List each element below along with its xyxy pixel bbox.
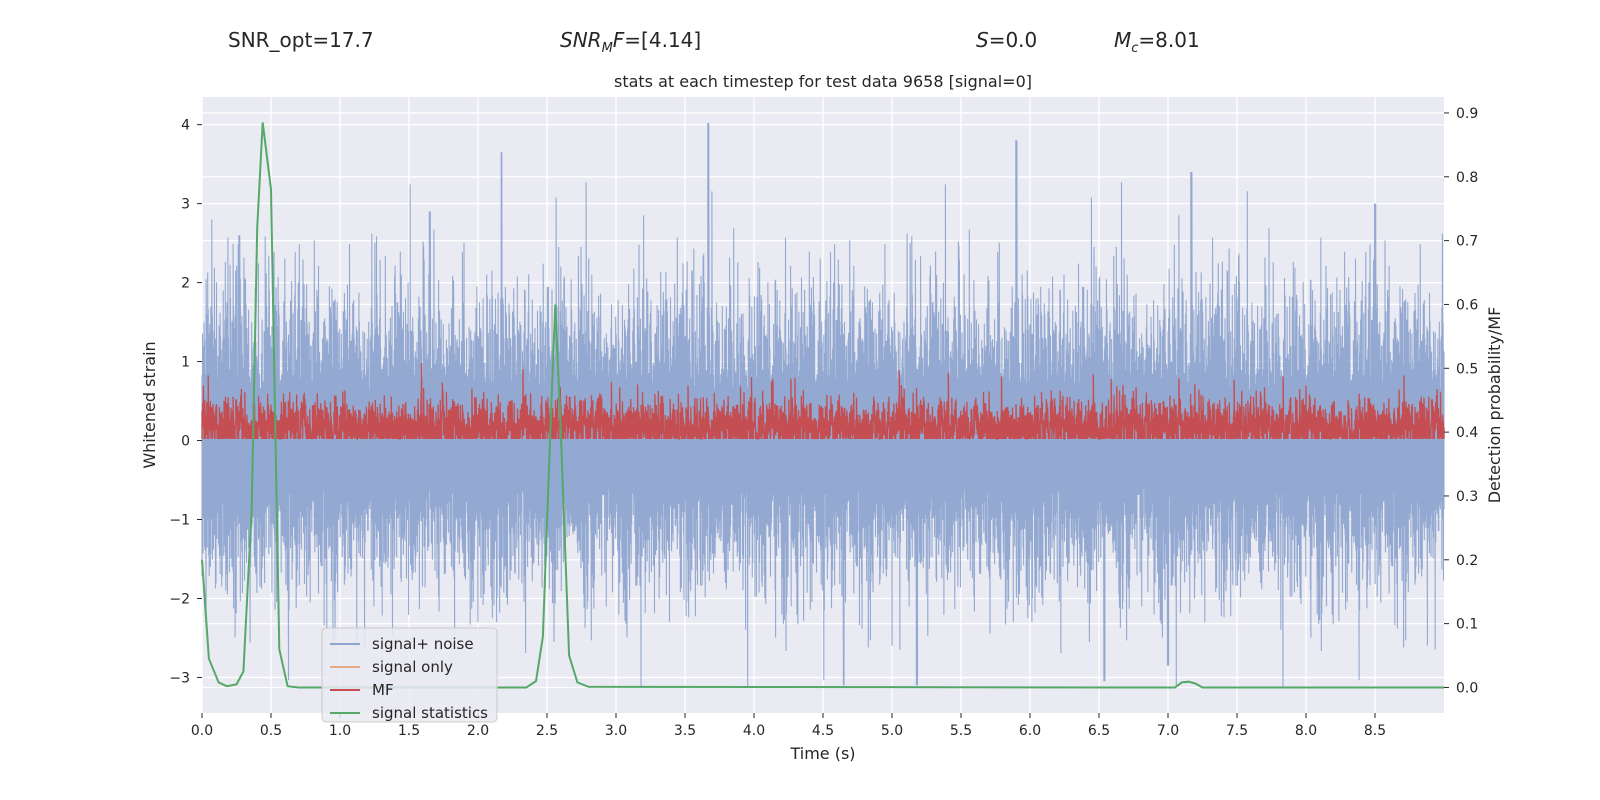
x-tick-label: 5.0 [881,723,903,739]
y-right-tick-label: 0.3 [1456,489,1478,505]
x-tick-label: 3.5 [674,723,696,739]
y-left-tick-label: 1 [181,355,190,371]
y-axis-left-ticks: −3 −2 −1 0 1 2 3 4 [169,118,202,686]
x-tick-label: 5.5 [950,723,972,739]
y-left-tick-label: 2 [181,276,190,292]
mf-line [201,362,1445,442]
legend-item: signal+ noise [372,635,474,653]
s-value: =0.0 [988,28,1038,52]
x-tick-label: 2.5 [536,723,558,739]
x-tick-label: 1.0 [329,723,351,739]
s-label: S=0.0 [976,28,1037,52]
y-left-tick-label: −3 [169,670,190,686]
x-tick-label: 0.0 [191,723,213,739]
x-tick-label: 4.5 [812,723,834,739]
x-tick-label: 4.0 [743,723,765,739]
snr-mf-symbol: SNR [560,28,602,52]
y-axis-right-label: Detection probability/MF [1485,307,1504,504]
x-tick-label: 1.5 [398,723,420,739]
mc-value: =8.01 [1138,28,1200,52]
y-right-tick-label: 0.2 [1456,553,1478,569]
x-axis-ticks: 0.0 0.5 1.0 1.5 2.0 2.5 3.0 3.5 4.0 4.5 5.0 5.5 6.0 6… [191,713,1386,739]
x-tick-label: 3.0 [605,723,627,739]
x-tick-label: 8.0 [1295,723,1317,739]
y-right-tick-label: 0.1 [1456,617,1478,633]
snr-mf-label: SNRMF=[4.14] [560,28,701,56]
x-axis-label: Time (s) [789,744,855,763]
y-right-tick-label: 0.9 [1456,106,1478,122]
chart-title: stats at each timestep for test data 965… [614,72,1032,91]
legend: signal+ noise signal only MF signal statist… [321,627,498,723]
y-right-tick-label: 0.6 [1456,297,1478,313]
y-axis-right-ticks: 0.0 0.1 0.2 0.3 0.4 0.5 0.6 0.7 0.8 0.9 [1444,106,1478,696]
y-axis-left-label: Whitened strain [140,341,159,468]
signal-noise-series [201,123,1445,687]
mc-label: Mc=8.01 [1114,28,1200,56]
signal-statistics-series [201,122,1445,689]
y-right-tick-label: 0.0 [1456,680,1478,696]
legend-item: signal statistics [372,704,488,722]
y-left-tick-label: 0 [181,434,190,450]
signal-statistics-line [201,122,1444,689]
y-right-tick-label: 0.4 [1456,425,1478,441]
x-tick-label: 6.0 [1019,723,1041,739]
y-left-tick-label: 3 [181,197,190,213]
x-tick-label: 7.0 [1157,723,1179,739]
snr-opt-label: SNR_opt=17.7 [228,28,374,52]
legend-box [321,627,498,723]
y-right-tick-label: 0.8 [1456,170,1478,186]
legend-item: MF [372,681,394,699]
snr-mf-value: =[4.14] [624,28,702,52]
snr-mf-subscript: M [601,41,613,56]
y-left-tick-label: −2 [169,591,190,607]
mf-series [201,362,1445,442]
y-left-tick-label: 4 [181,118,190,134]
mc-symbol: M [1114,28,1132,52]
x-tick-label: 2.0 [467,723,489,739]
x-tick-label: 8.5 [1364,723,1386,739]
x-tick-label: 7.5 [1226,723,1248,739]
x-tick-label: 6.5 [1088,723,1110,739]
s-symbol: S [976,28,989,52]
signal-noise-line [201,123,1445,687]
x-tick-label: 0.5 [260,723,282,739]
mc-subscript: c [1131,41,1139,56]
y-left-tick-label: −1 [169,513,190,529]
y-right-tick-label: 0.5 [1456,361,1478,377]
legend-item: signal only [372,658,453,676]
y-right-tick-label: 0.7 [1456,234,1478,250]
snr-mf-symbol2: F [612,28,625,52]
